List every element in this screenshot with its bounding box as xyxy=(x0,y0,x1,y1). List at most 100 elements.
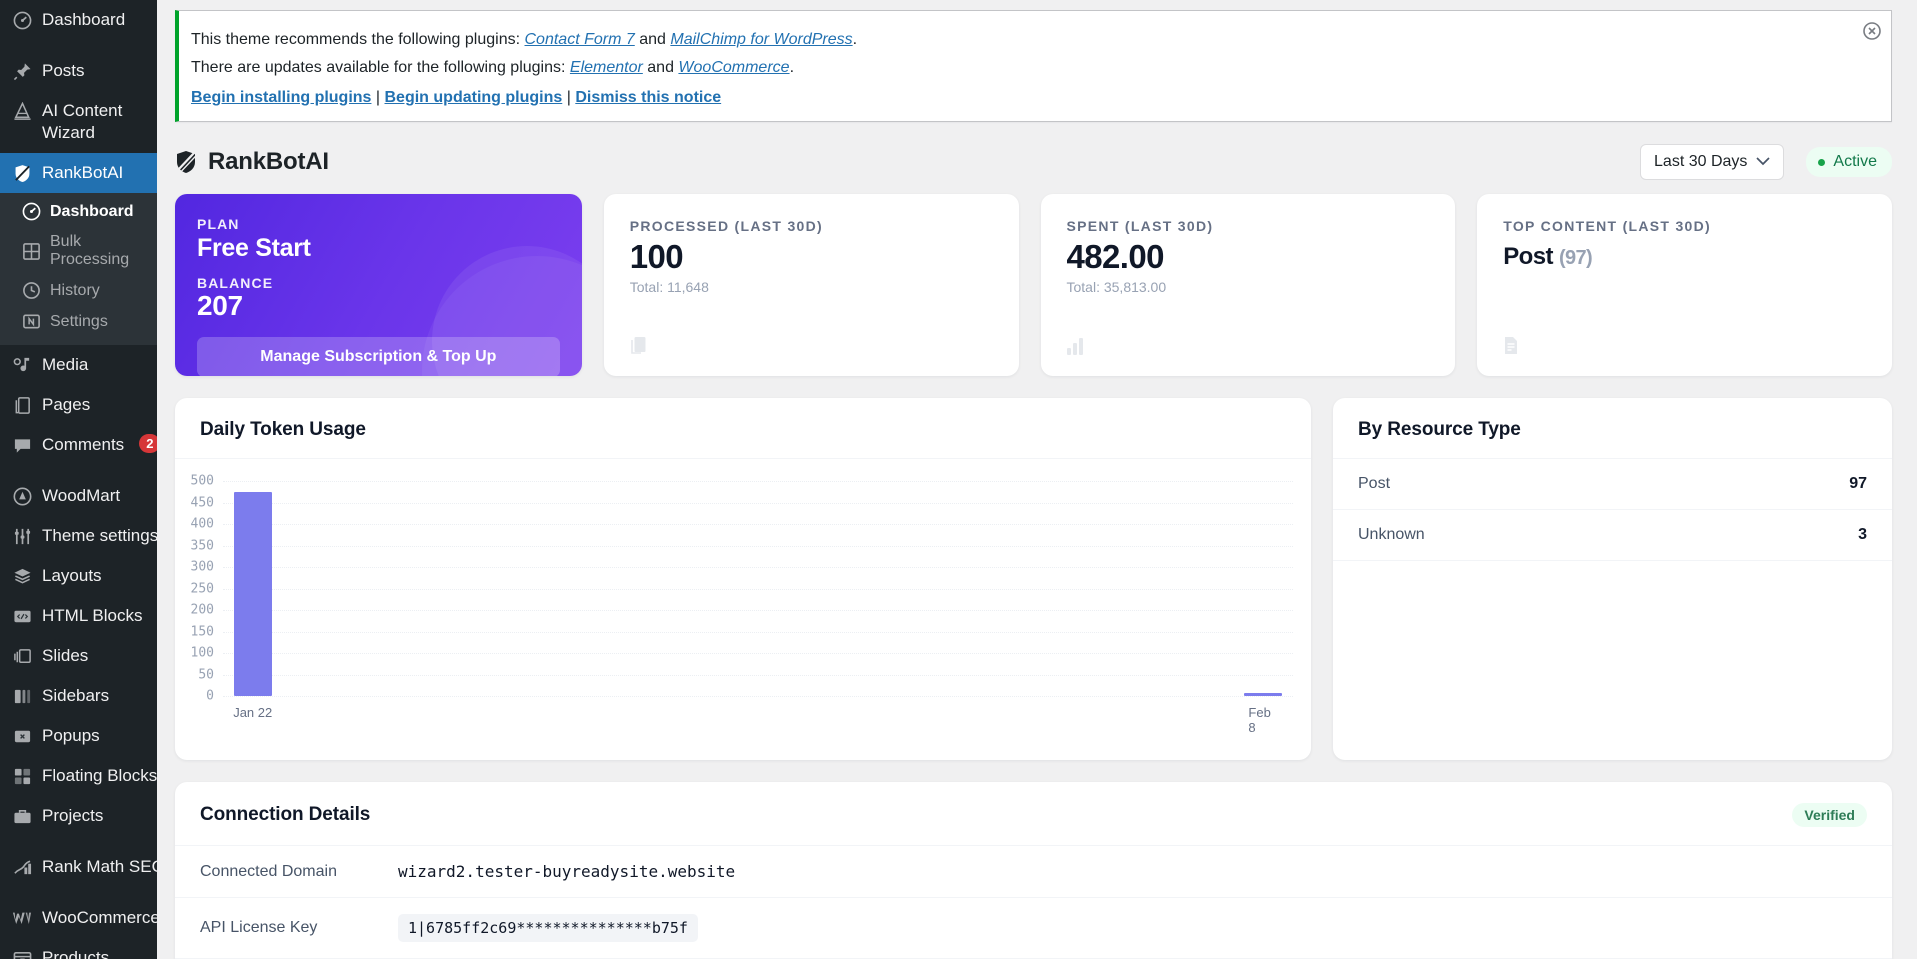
stat-subtext: Total: 11,648 xyxy=(629,279,709,295)
sidebar-item-woocommerce[interactable]: WooCommerce xyxy=(0,898,157,938)
connection-details-title: Connection Details xyxy=(200,804,371,825)
sidebar-item-label: WoodMart xyxy=(42,486,121,505)
sidebar-item-rank-math-seo[interactable]: Rank Math SEO xyxy=(0,847,157,887)
notice-line-1: This theme recommends the following plug… xyxy=(191,29,1879,51)
by-resource-type-panel: By Resource Type Post 97 Unknown 3 xyxy=(1333,398,1892,760)
y-axis-tick: 500 xyxy=(190,473,214,489)
connection-row: Connected Domain wizard2.tester-buyreadys… xyxy=(175,846,1892,898)
status-badge-label: Active xyxy=(1833,153,1877,170)
stat-value-group: Post (97) xyxy=(1503,237,1866,278)
clock-icon xyxy=(22,281,41,300)
submenu-item-history[interactable]: History xyxy=(0,275,157,306)
submenu-item-dashboard[interactable]: Dashboard xyxy=(0,196,157,227)
notice-line-1-mid: and xyxy=(634,31,671,48)
products-box-icon xyxy=(11,947,33,959)
manage-subscription-button[interactable]: Manage Subscription & Top Up xyxy=(197,337,560,376)
stat-value: 100 xyxy=(629,238,684,275)
sidebar-item-popups[interactable]: Popups xyxy=(0,716,157,756)
sidebar-item-slides[interactable]: Slides xyxy=(0,636,157,676)
link-mailchimp-for-wordpress[interactable]: MailChimp for WordPress xyxy=(670,31,853,48)
sidebar-item-floating-blocks[interactable]: Floating Blocks xyxy=(0,756,157,796)
page-header: RankBotAI Last 30 Days Active xyxy=(157,122,1917,194)
stat-value: 482.00 xyxy=(1066,238,1165,275)
submenu-item-label: History xyxy=(50,281,100,299)
y-axis-tick: 450 xyxy=(190,495,214,510)
sidebar-item-label: Products xyxy=(42,948,110,959)
connection-field-value: wizard2.tester-buyreadysite.website xyxy=(398,862,736,881)
sidebar-item-posts[interactable]: Posts xyxy=(0,51,157,91)
begin-installing-plugins-link[interactable]: Begin installing plugins xyxy=(191,89,372,106)
sidebar-separator xyxy=(0,465,157,476)
sidebar-item-products[interactable]: Products xyxy=(0,938,157,959)
sidebar-item-label: WooCommerce xyxy=(42,908,157,927)
x-axis-tick: Jan 22 xyxy=(233,705,273,720)
resource-value: 3 xyxy=(1858,526,1867,543)
submenu-item-bulk-processing[interactable]: Bulk Processing xyxy=(0,227,157,275)
shield-icon xyxy=(11,162,33,184)
pages-icon xyxy=(11,394,33,416)
dashboard-icon xyxy=(22,202,41,221)
gridline xyxy=(223,524,1293,525)
dashboard-icon xyxy=(11,9,33,31)
sidebar-item-theme-settings[interactable]: Theme settings xyxy=(0,516,157,556)
link-contact-form-7[interactable]: Contact Form 7 xyxy=(524,31,635,48)
plan-card: PLAN Free Start BALANCE 207 Manage Subsc… xyxy=(175,194,582,376)
connection-rows: Connected Domain wizard2.tester-buyreadys… xyxy=(175,846,1892,959)
settings-icon xyxy=(22,312,41,331)
stat-value-count: (97) xyxy=(1558,247,1593,269)
separator: | xyxy=(371,89,385,106)
sidebars-icon xyxy=(11,685,33,707)
status-dot-icon xyxy=(1818,158,1826,166)
y-axis-tick: 150 xyxy=(190,624,214,639)
sidebar-item-pages[interactable]: Pages xyxy=(0,385,157,425)
balance-value: 207 xyxy=(197,290,243,321)
begin-updating-plugins-link[interactable]: Begin updating plugins xyxy=(384,89,563,106)
notice-line-2: There are updates available for the foll… xyxy=(191,57,1879,79)
resource-value: 97 xyxy=(1849,475,1867,492)
stat-label: TOP CONTENT (LAST 30D) xyxy=(1503,218,1712,234)
resource-row: Post 97 xyxy=(1333,459,1892,510)
connection-details-panel: Connection Details Verified Connected Do… xyxy=(175,782,1892,959)
gridline xyxy=(223,545,1293,547)
bar-chart-icon xyxy=(1066,337,1084,360)
y-axis-tick: 350 xyxy=(190,538,214,553)
gridline xyxy=(223,696,1293,697)
sidebar-item-html-blocks[interactable]: HTML Blocks xyxy=(0,596,157,636)
sidebar-item-ai-content-wizard[interactable]: AI Content Wizard xyxy=(0,91,157,153)
link-woocommerce[interactable]: WooCommerce xyxy=(678,59,790,76)
sidebar-item-layouts[interactable]: Layouts xyxy=(0,556,157,596)
resource-list: Post 97 Unknown 3 xyxy=(1333,459,1892,561)
sidebar-item-label: Media xyxy=(42,355,89,374)
sidebar-item-sidebars[interactable]: Sidebars xyxy=(0,676,157,716)
chart-body: 500 450 400 350 300 250 200 150 100 50 0 Jan 22 Feb … xyxy=(175,459,1311,759)
link-elementor[interactable]: Elementor xyxy=(569,59,643,76)
sidebar-item-woodmart[interactable]: WoodMart xyxy=(0,476,157,516)
sidebar-item-media[interactable]: Media xyxy=(0,345,157,385)
y-axis-tick: 0 xyxy=(206,688,214,704)
sidebar-item-rankbotai[interactable]: RankBotAI xyxy=(0,153,157,193)
y-axis-tick: 400 xyxy=(190,516,214,532)
date-range-select[interactable]: Last 30 Days xyxy=(1640,144,1785,180)
stat-label: PROCESSED (LAST 30D) xyxy=(629,218,823,234)
sidebar-item-projects[interactable]: Projects xyxy=(0,796,157,836)
separator: | xyxy=(562,89,576,106)
close-icon[interactable] xyxy=(1859,19,1885,45)
notice-line-1-suffix: . xyxy=(852,31,858,48)
sidebar-item-label: RankBotAI xyxy=(42,163,124,182)
connection-field-value[interactable]: 1|6785ff2c69***************b75f xyxy=(398,914,698,942)
page-title: RankBotAI xyxy=(208,148,329,175)
code-block-icon xyxy=(11,605,33,627)
connection-details-header: Connection Details Verified xyxy=(175,782,1892,846)
gridline xyxy=(223,588,1293,590)
submenu-item-settings[interactable]: Settings xyxy=(0,306,157,337)
y-axis-tick: 300 xyxy=(190,559,214,575)
plan-label: PLAN xyxy=(197,216,240,232)
dismiss-this-notice-link[interactable]: Dismiss this notice xyxy=(575,89,722,106)
sidebar-item-dashboard[interactable]: Dashboard xyxy=(0,0,157,40)
chart-title: Daily Token Usage xyxy=(175,398,1311,459)
popup-icon xyxy=(11,725,33,747)
sidebar-item-comments[interactable]: Comments 2 xyxy=(0,425,157,465)
charts-row: Daily Token Usage 500 450 400 350 300 250 200 1… xyxy=(157,376,1917,760)
connection-field-label: API License Key xyxy=(200,919,318,936)
pin-icon xyxy=(11,60,33,82)
